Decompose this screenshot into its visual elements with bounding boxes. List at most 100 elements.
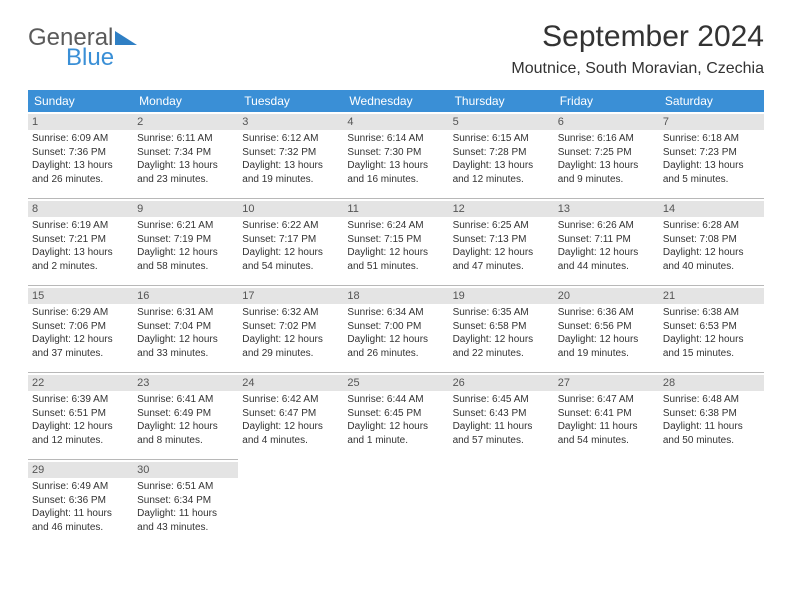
calendar-cell: 29 Sunrise: 6:49 AMSunset: 6:36 PMDayligh… bbox=[28, 460, 133, 547]
calendar-cell: 25 Sunrise: 6:44 AMSunset: 6:45 PMDayligh… bbox=[343, 373, 448, 460]
calendar-cell: 6 Sunrise: 6:16 AMSunset: 7:25 PMDaylight… bbox=[554, 112, 659, 199]
calendar-cell: 8Sunrise: 6:19 AMSunset: 7:21 PMDaylight… bbox=[28, 199, 133, 286]
calendar-table: Sunday Monday Tuesday Wednesday Thursday… bbox=[28, 90, 764, 546]
weekday-header: Wednesday bbox=[343, 90, 448, 112]
day-details: Sunrise: 6:09 AMSunset: 7:36 PMDaylight:… bbox=[32, 132, 129, 186]
day-details: Sunrise: 6:42 AMSunset: 6:47 PMDaylight:… bbox=[242, 393, 339, 447]
calendar-cell bbox=[659, 460, 764, 547]
day-number: 24 bbox=[238, 375, 343, 391]
calendar-cell bbox=[554, 460, 659, 547]
calendar-cell: 11 Sunrise: 6:24 AMSunset: 7:15 PMDayligh… bbox=[343, 199, 448, 286]
weekday-header: Tuesday bbox=[238, 90, 343, 112]
day-details: Sunrise: 6:26 AMSunset: 7:11 PMDaylight:… bbox=[558, 219, 655, 273]
day-details: Sunrise: 6:22 AMSunset: 7:17 PMDaylight:… bbox=[242, 219, 339, 273]
weekday-header: Thursday bbox=[449, 90, 554, 112]
weekday-header: Saturday bbox=[659, 90, 764, 112]
calendar-cell bbox=[343, 460, 448, 547]
day-number: 4 bbox=[343, 114, 448, 130]
day-number: 7 bbox=[659, 114, 764, 130]
title-block: September 2024 Moutnice, South Moravian,… bbox=[511, 20, 764, 78]
weekday-header: Friday bbox=[554, 90, 659, 112]
calendar-cell: 12Sunrise: 6:25 AMSunset: 7:13 PMDayligh… bbox=[449, 199, 554, 286]
day-details: Sunrise: 6:39 AMSunset: 6:51 PMDaylight:… bbox=[32, 393, 129, 447]
header: General Blue September 2024 Moutnice, So… bbox=[28, 20, 764, 78]
day-number: 15 bbox=[28, 288, 133, 304]
day-number: 19 bbox=[449, 288, 554, 304]
calendar-cell: 28 Sunrise: 6:48 AMSunset: 6:38 PMDayligh… bbox=[659, 373, 764, 460]
day-number: 21 bbox=[659, 288, 764, 304]
day-details: Sunrise: 6:18 AMSunset: 7:23 PMDaylight:… bbox=[663, 132, 760, 186]
day-number: 29 bbox=[28, 462, 133, 478]
day-number: 6 bbox=[554, 114, 659, 130]
day-details: Sunrise: 6:31 AMSunset: 7:04 PMDaylight:… bbox=[137, 306, 234, 360]
day-number: 11 bbox=[343, 201, 448, 217]
calendar-cell: 26 Sunrise: 6:45 AMSunset: 6:43 PMDayligh… bbox=[449, 373, 554, 460]
day-details: Sunrise: 6:15 AMSunset: 7:28 PMDaylight:… bbox=[453, 132, 550, 186]
logo: General Blue bbox=[28, 26, 137, 70]
day-details: Sunrise: 6:48 AMSunset: 6:38 PMDaylight:… bbox=[663, 393, 760, 447]
calendar-cell: 5 Sunrise: 6:15 AMSunset: 7:28 PMDaylight… bbox=[449, 112, 554, 199]
day-details: Sunrise: 6:25 AMSunset: 7:13 PMDaylight:… bbox=[453, 219, 550, 273]
day-number: 20 bbox=[554, 288, 659, 304]
day-details: Sunrise: 6:11 AMSunset: 7:34 PMDaylight:… bbox=[137, 132, 234, 186]
day-details: Sunrise: 6:49 AMSunset: 6:36 PMDaylight:… bbox=[32, 480, 129, 534]
calendar-cell: 4 Sunrise: 6:14 AMSunset: 7:30 PMDaylight… bbox=[343, 112, 448, 199]
day-number: 27 bbox=[554, 375, 659, 391]
day-number: 28 bbox=[659, 375, 764, 391]
calendar-cell: 20 Sunrise: 6:36 AMSunset: 6:56 PMDayligh… bbox=[554, 286, 659, 373]
calendar-week-row: 22 Sunrise: 6:39 AMSunset: 6:51 PMDayligh… bbox=[28, 373, 764, 460]
day-details: Sunrise: 6:44 AMSunset: 6:45 PMDaylight:… bbox=[347, 393, 444, 447]
day-details: Sunrise: 6:16 AMSunset: 7:25 PMDaylight:… bbox=[558, 132, 655, 186]
day-number: 5 bbox=[449, 114, 554, 130]
day-details: Sunrise: 6:36 AMSunset: 6:56 PMDaylight:… bbox=[558, 306, 655, 360]
day-details: Sunrise: 6:45 AMSunset: 6:43 PMDaylight:… bbox=[453, 393, 550, 447]
calendar-cell: 27 Sunrise: 6:47 AMSunset: 6:41 PMDayligh… bbox=[554, 373, 659, 460]
calendar-cell: 18Sunrise: 6:34 AMSunset: 7:00 PMDayligh… bbox=[343, 286, 448, 373]
day-details: Sunrise: 6:32 AMSunset: 7:02 PMDaylight:… bbox=[242, 306, 339, 360]
weekday-header-row: Sunday Monday Tuesday Wednesday Thursday… bbox=[28, 90, 764, 112]
day-details: Sunrise: 6:47 AMSunset: 6:41 PMDaylight:… bbox=[558, 393, 655, 447]
day-details: Sunrise: 6:35 AMSunset: 6:58 PMDaylight:… bbox=[453, 306, 550, 360]
day-number: 26 bbox=[449, 375, 554, 391]
day-number: 22 bbox=[28, 375, 133, 391]
day-number: 16 bbox=[133, 288, 238, 304]
calendar-cell: 15 Sunrise: 6:29 AMSunset: 7:06 PMDayligh… bbox=[28, 286, 133, 373]
calendar-cell: 23 Sunrise: 6:41 AMSunset: 6:49 PMDayligh… bbox=[133, 373, 238, 460]
calendar-cell: 14 Sunrise: 6:28 AMSunset: 7:08 PMDayligh… bbox=[659, 199, 764, 286]
day-number: 2 bbox=[133, 114, 238, 130]
calendar-cell bbox=[449, 460, 554, 547]
day-details: Sunrise: 6:51 AMSunset: 6:34 PMDaylight:… bbox=[137, 480, 234, 534]
day-details: Sunrise: 6:24 AMSunset: 7:15 PMDaylight:… bbox=[347, 219, 444, 273]
calendar-cell: 2 Sunrise: 6:11 AMSunset: 7:34 PMDaylight… bbox=[133, 112, 238, 199]
day-details: Sunrise: 6:21 AMSunset: 7:19 PMDaylight:… bbox=[137, 219, 234, 273]
day-number: 23 bbox=[133, 375, 238, 391]
day-number: 3 bbox=[238, 114, 343, 130]
calendar-cell: 24 Sunrise: 6:42 AMSunset: 6:47 PMDayligh… bbox=[238, 373, 343, 460]
calendar-week-row: 8Sunrise: 6:19 AMSunset: 7:21 PMDaylight… bbox=[28, 199, 764, 286]
calendar-cell: 3 Sunrise: 6:12 AMSunset: 7:32 PMDaylight… bbox=[238, 112, 343, 199]
weekday-header: Monday bbox=[133, 90, 238, 112]
calendar-cell: 21Sunrise: 6:38 AMSunset: 6:53 PMDayligh… bbox=[659, 286, 764, 373]
logo-text-blue: Blue bbox=[66, 46, 137, 70]
calendar-cell: 10Sunrise: 6:22 AMSunset: 7:17 PMDayligh… bbox=[238, 199, 343, 286]
day-details: Sunrise: 6:28 AMSunset: 7:08 PMDaylight:… bbox=[663, 219, 760, 273]
day-number: 13 bbox=[554, 201, 659, 217]
day-number: 9 bbox=[133, 201, 238, 217]
weekday-header: Sunday bbox=[28, 90, 133, 112]
day-details: Sunrise: 6:29 AMSunset: 7:06 PMDaylight:… bbox=[32, 306, 129, 360]
calendar-cell: 22 Sunrise: 6:39 AMSunset: 6:51 PMDayligh… bbox=[28, 373, 133, 460]
calendar-cell: 1 Sunrise: 6:09 AMSunset: 7:36 PMDaylight… bbox=[28, 112, 133, 199]
month-title: September 2024 bbox=[511, 20, 764, 54]
day-number: 17 bbox=[238, 288, 343, 304]
day-details: Sunrise: 6:41 AMSunset: 6:49 PMDaylight:… bbox=[137, 393, 234, 447]
calendar-cell: 17 Sunrise: 6:32 AMSunset: 7:02 PMDayligh… bbox=[238, 286, 343, 373]
calendar-week-row: 29 Sunrise: 6:49 AMSunset: 6:36 PMDayligh… bbox=[28, 460, 764, 547]
day-number: 1 bbox=[28, 114, 133, 130]
day-details: Sunrise: 6:14 AMSunset: 7:30 PMDaylight:… bbox=[347, 132, 444, 186]
calendar-cell: 13 Sunrise: 6:26 AMSunset: 7:11 PMDayligh… bbox=[554, 199, 659, 286]
logo-triangle-icon bbox=[115, 27, 137, 45]
day-details: Sunrise: 6:19 AMSunset: 7:21 PMDaylight:… bbox=[32, 219, 129, 273]
day-number: 25 bbox=[343, 375, 448, 391]
day-number: 14 bbox=[659, 201, 764, 217]
day-details: Sunrise: 6:12 AMSunset: 7:32 PMDaylight:… bbox=[242, 132, 339, 186]
